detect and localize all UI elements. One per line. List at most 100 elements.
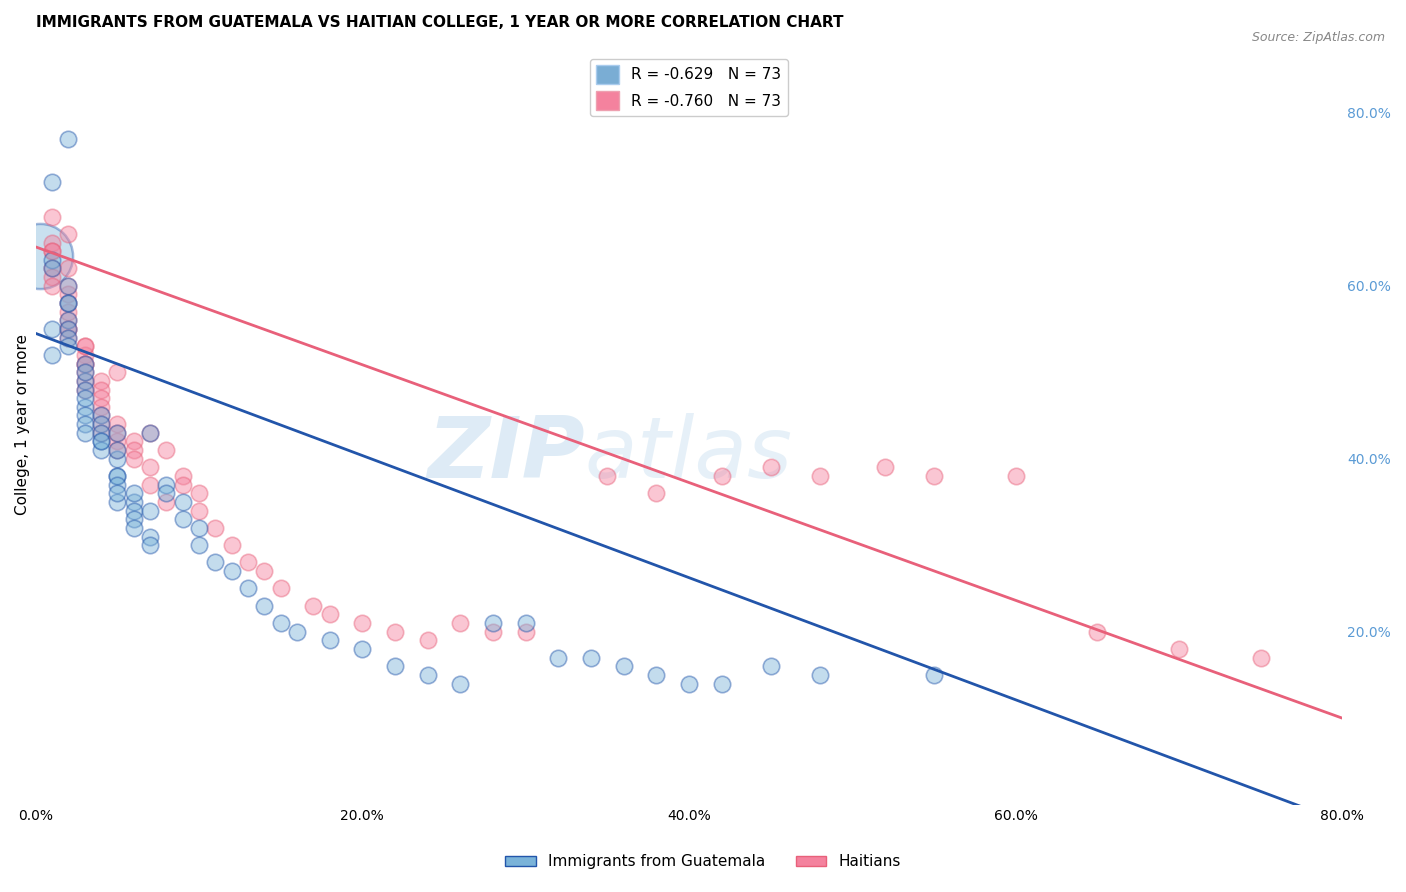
Point [41, 244, 63, 259]
Point [579, 650, 602, 665]
Point [187, 521, 209, 535]
Point [1004, 469, 1026, 483]
Point [122, 451, 145, 466]
Point [808, 668, 831, 682]
Point [105, 486, 128, 500]
Point [139, 460, 162, 475]
Point [73, 374, 96, 388]
Point [90, 409, 112, 423]
Point [105, 495, 128, 509]
Point [58, 287, 80, 301]
Point [90, 434, 112, 449]
Point [58, 227, 80, 241]
Point [90, 417, 112, 431]
Point [58, 313, 80, 327]
Point [139, 503, 162, 517]
Point [73, 383, 96, 397]
Point [613, 659, 636, 673]
Point [416, 633, 439, 648]
Point [710, 676, 733, 690]
Point [58, 278, 80, 293]
Point [187, 503, 209, 517]
Point [155, 443, 177, 458]
Point [90, 434, 112, 449]
Point [90, 443, 112, 458]
Point [90, 374, 112, 388]
Point [41, 235, 63, 250]
Point [73, 365, 96, 379]
Point [41, 261, 63, 276]
Point [139, 425, 162, 440]
Point [105, 425, 128, 440]
Point [352, 615, 374, 630]
Point [808, 469, 831, 483]
Point [58, 331, 80, 345]
Text: Source: ZipAtlas.com: Source: ZipAtlas.com [1251, 31, 1385, 45]
Point [596, 469, 619, 483]
Point [41, 348, 63, 362]
Point [139, 530, 162, 544]
Point [58, 304, 80, 318]
Point [1085, 624, 1108, 639]
Point [139, 425, 162, 440]
Point [73, 339, 96, 353]
Legend: Immigrants from Guatemala, Haitians: Immigrants from Guatemala, Haitians [499, 848, 907, 875]
Point [172, 495, 194, 509]
Point [482, 624, 505, 639]
Point [285, 624, 308, 639]
Point [41, 322, 63, 336]
Point [318, 633, 340, 648]
Point [236, 556, 259, 570]
Point [922, 668, 945, 682]
Point [30, 248, 52, 262]
Point [253, 564, 276, 578]
Point [90, 400, 112, 414]
Point [90, 409, 112, 423]
Text: atlas: atlas [585, 413, 793, 496]
Point [515, 615, 537, 630]
Point [139, 538, 162, 552]
Point [41, 175, 63, 189]
Point [73, 348, 96, 362]
Point [122, 495, 145, 509]
Point [105, 434, 128, 449]
Point [105, 365, 128, 379]
Point [759, 460, 782, 475]
Point [515, 624, 537, 639]
Point [41, 278, 63, 293]
Point [105, 443, 128, 458]
Point [58, 278, 80, 293]
Point [58, 339, 80, 353]
Point [873, 460, 896, 475]
Point [41, 261, 63, 276]
Point [155, 486, 177, 500]
Point [41, 210, 63, 224]
Point [302, 599, 325, 613]
Point [73, 425, 96, 440]
Point [73, 357, 96, 371]
Point [58, 322, 80, 336]
Point [384, 624, 406, 639]
Point [187, 486, 209, 500]
Point [105, 443, 128, 458]
Point [172, 512, 194, 526]
Point [416, 668, 439, 682]
Text: ZIP: ZIP [427, 413, 585, 496]
Point [482, 615, 505, 630]
Point [187, 538, 209, 552]
Point [547, 650, 569, 665]
Point [105, 477, 128, 491]
Point [105, 417, 128, 431]
Point [172, 477, 194, 491]
Point [73, 400, 96, 414]
Point [678, 676, 700, 690]
Point [318, 607, 340, 622]
Point [645, 668, 668, 682]
Legend: R = -0.629   N = 73, R = -0.760   N = 73: R = -0.629 N = 73, R = -0.760 N = 73 [591, 59, 787, 116]
Point [90, 425, 112, 440]
Point [122, 486, 145, 500]
Y-axis label: College, 1 year or more: College, 1 year or more [15, 334, 30, 515]
Point [58, 331, 80, 345]
Point [155, 477, 177, 491]
Point [73, 365, 96, 379]
